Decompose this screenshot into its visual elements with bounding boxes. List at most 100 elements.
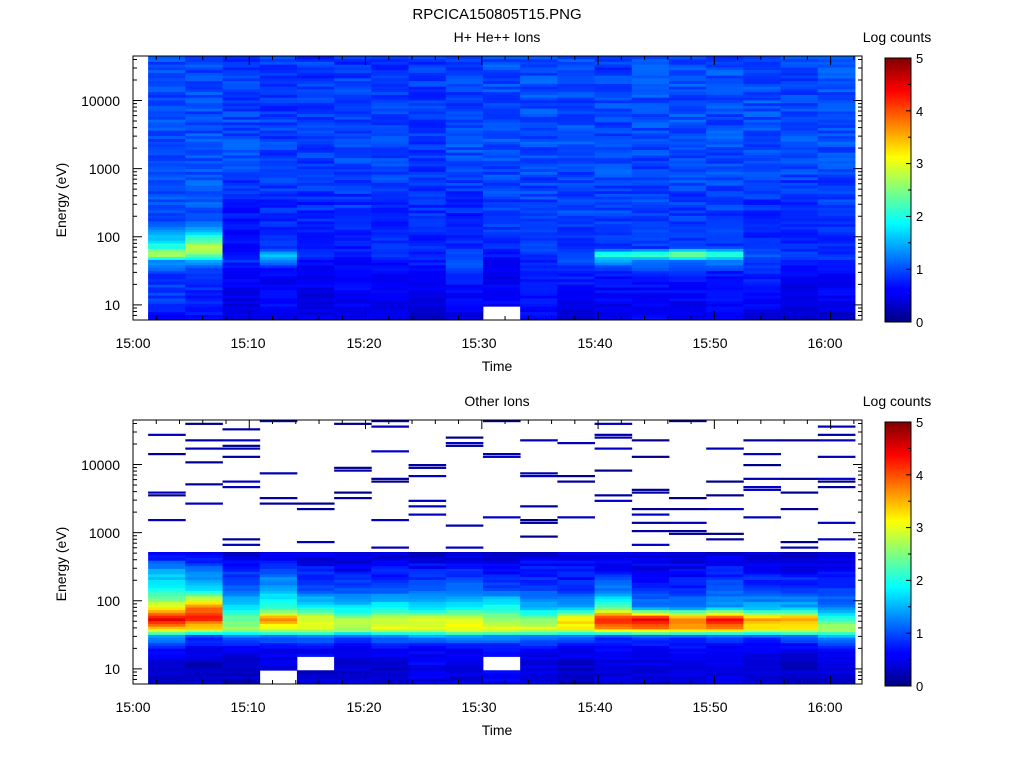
heatmap-cell <box>594 634 633 638</box>
heatmap-cell <box>259 207 298 211</box>
heatmap-cell <box>482 262 521 266</box>
heatmap-cell <box>780 188 819 192</box>
heatmap-cell <box>743 61 782 65</box>
heatmap-cell <box>631 623 670 627</box>
heatmap-cell <box>148 560 186 564</box>
heatmap-cell <box>296 593 335 597</box>
heatmap-cell <box>631 620 670 624</box>
heatmap-cell <box>371 69 409 73</box>
heatmap-cell <box>259 226 298 230</box>
heatmap-cell <box>371 626 409 630</box>
heatmap-cell <box>371 618 409 622</box>
heatmap-cell <box>631 163 670 167</box>
heatmap-cell <box>259 171 298 175</box>
heatmap-cell <box>520 287 558 291</box>
heatmap-cell <box>520 557 558 561</box>
heatmap-cell <box>706 284 744 288</box>
heatmap-cell <box>780 645 819 649</box>
heatmap-cell <box>743 598 782 602</box>
heatmap-cell <box>185 295 223 299</box>
heatmap-cell <box>296 171 335 175</box>
heatmap-cell <box>743 311 782 315</box>
heatmap-cell <box>185 111 223 115</box>
heatmap-cell <box>296 130 335 134</box>
heatmap-cell <box>520 670 558 674</box>
heatmap-cell <box>296 232 335 236</box>
heatmap-cell <box>743 317 782 321</box>
heatmap-cell <box>631 256 670 260</box>
heatmap-cell <box>148 306 186 310</box>
heatmap-cell <box>222 645 261 649</box>
heatmap-cell <box>817 146 856 150</box>
heatmap-cell <box>371 590 409 594</box>
heatmap-cell <box>222 259 261 263</box>
heatmap-cell <box>631 491 670 494</box>
heatmap-cell <box>594 259 633 263</box>
heatmap-cell <box>631 521 670 524</box>
heatmap-cell <box>445 135 484 139</box>
heatmap-cell <box>520 94 558 98</box>
heatmap-cell <box>817 631 856 635</box>
heatmap-cell <box>594 579 633 583</box>
heatmap-cell <box>408 160 447 164</box>
heatmap-cell <box>408 152 447 156</box>
heatmap-cell <box>780 609 819 613</box>
heatmap-cell <box>408 232 447 236</box>
heatmap-cell <box>817 521 856 524</box>
heatmap-cell <box>743 248 782 252</box>
heatmap-cell <box>222 552 261 556</box>
heatmap-cell <box>148 314 186 318</box>
heatmap-cell <box>743 464 782 467</box>
heatmap-cell <box>557 609 595 613</box>
heatmap-cell <box>817 557 856 561</box>
heatmap-cell <box>445 199 484 203</box>
heatmap-cell <box>185 179 223 183</box>
heatmap-cell <box>185 130 223 134</box>
heatmap-cell <box>371 656 409 660</box>
heatmap-cell <box>743 276 782 280</box>
heatmap-cell <box>817 100 856 104</box>
heatmap-cell <box>259 72 298 76</box>
heatmap-cell <box>296 629 335 633</box>
heatmap-cell <box>408 141 447 145</box>
heatmap-cell <box>743 80 782 84</box>
heatmap-cell <box>222 64 261 68</box>
heatmap-cell <box>669 270 707 274</box>
heatmap-cell <box>445 576 484 580</box>
heatmap-cell <box>557 221 595 225</box>
heatmap-cell <box>259 651 298 655</box>
heatmap-cell <box>594 174 633 178</box>
heatmap-cell <box>445 223 484 227</box>
heatmap-cell <box>296 574 335 578</box>
heatmap-cell <box>706 144 744 148</box>
heatmap-cell <box>520 664 558 668</box>
heatmap-cell <box>557 281 595 285</box>
heatmap-cell <box>296 245 335 249</box>
heatmap-cell <box>445 105 484 109</box>
heatmap-cell <box>743 108 782 112</box>
heatmap-cell <box>222 640 261 644</box>
heatmap-cell <box>334 469 372 472</box>
heatmap-cell <box>669 100 707 104</box>
heatmap-cell <box>669 174 707 178</box>
heatmap-cell <box>482 122 521 126</box>
heatmap-cell <box>222 267 261 271</box>
heatmap-cell <box>780 78 819 82</box>
heatmap-cell <box>482 281 521 285</box>
heatmap-cell <box>371 133 409 137</box>
heatmap-cell <box>557 215 595 219</box>
heatmap-cell <box>259 662 298 666</box>
heatmap-cell <box>631 678 670 682</box>
heatmap-cell <box>817 262 856 266</box>
heatmap-cell <box>743 582 782 586</box>
heatmap-cell <box>445 122 484 126</box>
heatmap-cell <box>557 243 595 247</box>
heatmap-cell <box>557 127 595 131</box>
heatmap-cell <box>594 188 633 192</box>
heatmap-cell <box>185 612 223 616</box>
heatmap-cell <box>408 94 447 98</box>
heatmap-cell <box>780 223 819 227</box>
heatmap-cell <box>334 171 372 175</box>
heatmap-cell <box>631 278 670 282</box>
heatmap-cell <box>817 640 856 644</box>
